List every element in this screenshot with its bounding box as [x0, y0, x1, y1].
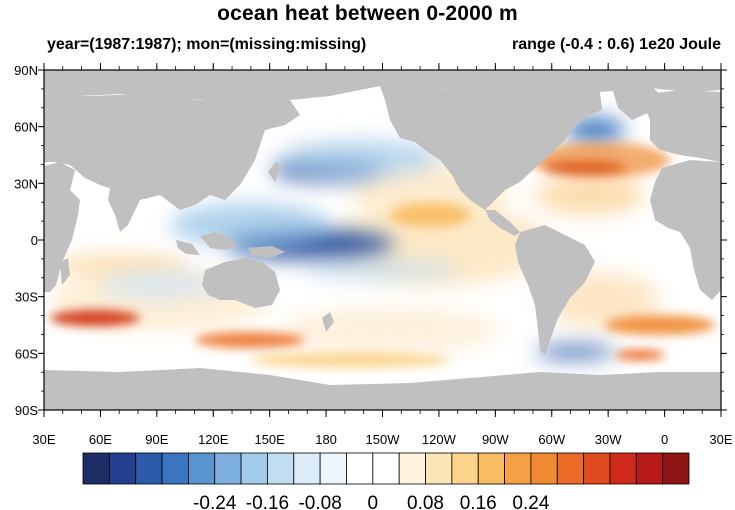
colorbar-swatch [372, 452, 400, 485]
south-indian-warm-core [50, 310, 140, 326]
africa-west [650, 160, 721, 300]
colorbar-label: 0.08 [407, 493, 444, 510]
south-america [515, 225, 595, 355]
lat-axis: 90N 60N 30N 0 30S 60S 90S [14, 63, 727, 418]
labrador-sea-cool [565, 118, 625, 142]
colorbar-swatch [477, 452, 505, 485]
south-atlantic-cool [535, 346, 615, 358]
lon-tick-label: 60W [538, 432, 565, 447]
colorbar-swatch [187, 452, 216, 485]
south-indian-cool [100, 271, 220, 299]
colorbar-swatch [398, 452, 426, 485]
colorbar-swatch [662, 452, 690, 485]
southern-ocean-warm-band [250, 352, 450, 368]
colorbar-swatch [609, 452, 637, 485]
lon-tick-label: 150W [366, 432, 401, 447]
colorbar-swatch [530, 452, 558, 485]
colorbar-swatch [135, 452, 163, 485]
new-zealand [322, 312, 334, 332]
madagascar [60, 258, 70, 285]
colorbar-swatch [319, 452, 347, 485]
colorbar-swatch [214, 452, 242, 485]
colorbar-label: -0.08 [298, 493, 341, 510]
lon-tick-label: 0 [661, 432, 668, 447]
sumatra [176, 240, 200, 255]
lon-tick-label: 30E [32, 432, 55, 447]
lat-tick-label: 90N [14, 63, 38, 78]
lat-tick-label: 30N [14, 176, 38, 191]
lat-tick-label: 90S [15, 403, 38, 418]
north-pacific-warm-spot [390, 203, 470, 227]
eurasia [44, 94, 300, 210]
subtitle-time-range: year=(1987:1987); mon=(missing:missing) [47, 36, 367, 53]
southeast-atlantic-warm [605, 315, 715, 335]
north-pacific-cool-halo [280, 140, 440, 176]
map-title: ocean heat between 0-2000 m [217, 2, 518, 25]
north-america [380, 84, 602, 210]
colorbar-swatch [583, 452, 611, 485]
colorbar-swatch [161, 452, 189, 485]
north-atlantic-warm-halo [530, 142, 670, 178]
colorbar-label: -0.16 [246, 493, 289, 510]
colorbar-swatch [293, 452, 321, 485]
lat-tick-label: 60N [14, 120, 38, 135]
colorbar-swatch [267, 452, 295, 485]
europe [640, 90, 721, 162]
lon-tick-label: 120W [422, 432, 457, 447]
land-mask [44, 70, 721, 410]
greenland [612, 84, 660, 120]
colorbar-swatch [635, 452, 664, 485]
anomaly-field [44, 70, 721, 410]
colorbar-swatch [556, 452, 585, 485]
colorbar-swatch [346, 452, 374, 485]
colorbar-swatch [108, 452, 137, 485]
central-america [485, 210, 520, 236]
antarctica [44, 368, 721, 410]
south-atlantic-warm-spot [615, 350, 665, 360]
colorbar-swatch [504, 452, 532, 485]
colorbar-label: -0.24 [193, 493, 237, 510]
colorbar-label: 0 [368, 493, 379, 510]
lon-tick-label: 90E [145, 432, 168, 447]
arctic-land [44, 70, 721, 100]
lon-tick-label: 150E [254, 432, 285, 447]
india [108, 188, 140, 232]
southwest-pacific-warm [195, 332, 305, 348]
colorbar-swatch [425, 452, 453, 485]
lat-tick-label: 30S [15, 290, 38, 305]
lon-tick-label: 180 [315, 432, 337, 447]
lon-tick-label: 30W [595, 432, 622, 447]
colorbar-swatch [451, 452, 479, 485]
colorbar-swatch [82, 452, 110, 485]
colorbar-label: 0.16 [460, 493, 497, 510]
colorbar-label: 0.24 [512, 493, 549, 510]
lon-tick-label: 90W [482, 432, 509, 447]
colorbar: -0.24 -0.16 -0.08 0 0.08 0.16 0.24 [82, 452, 690, 510]
japan [268, 162, 282, 182]
lat-tick-label: 60S [15, 346, 38, 361]
subtropical-atlantic-patch [535, 175, 645, 215]
south-pacific-pale-patch [280, 308, 500, 352]
lat-tick-label: 0 [31, 233, 38, 248]
lon-tick-label: 60E [89, 432, 112, 447]
lon-tick-label: 120E [198, 432, 229, 447]
south-tropical-pacific-cool [300, 260, 460, 280]
indian-warm-band [50, 255, 190, 275]
australia [202, 258, 280, 308]
borneo [200, 232, 238, 250]
subtitle-value-range: range (-0.4 : 0.6) 1e20 Joule [512, 36, 721, 53]
lon-tick-label: 30E [709, 432, 732, 447]
colorbar-swatch [240, 452, 268, 485]
new-guinea [248, 246, 285, 258]
lon-axis: 30E 60E 90E 120E 150E 180 150W 120W 90W 60W 30W 0 30… [32, 63, 733, 447]
africa-east [44, 162, 80, 292]
west-pacific-cool-halo [170, 203, 330, 247]
